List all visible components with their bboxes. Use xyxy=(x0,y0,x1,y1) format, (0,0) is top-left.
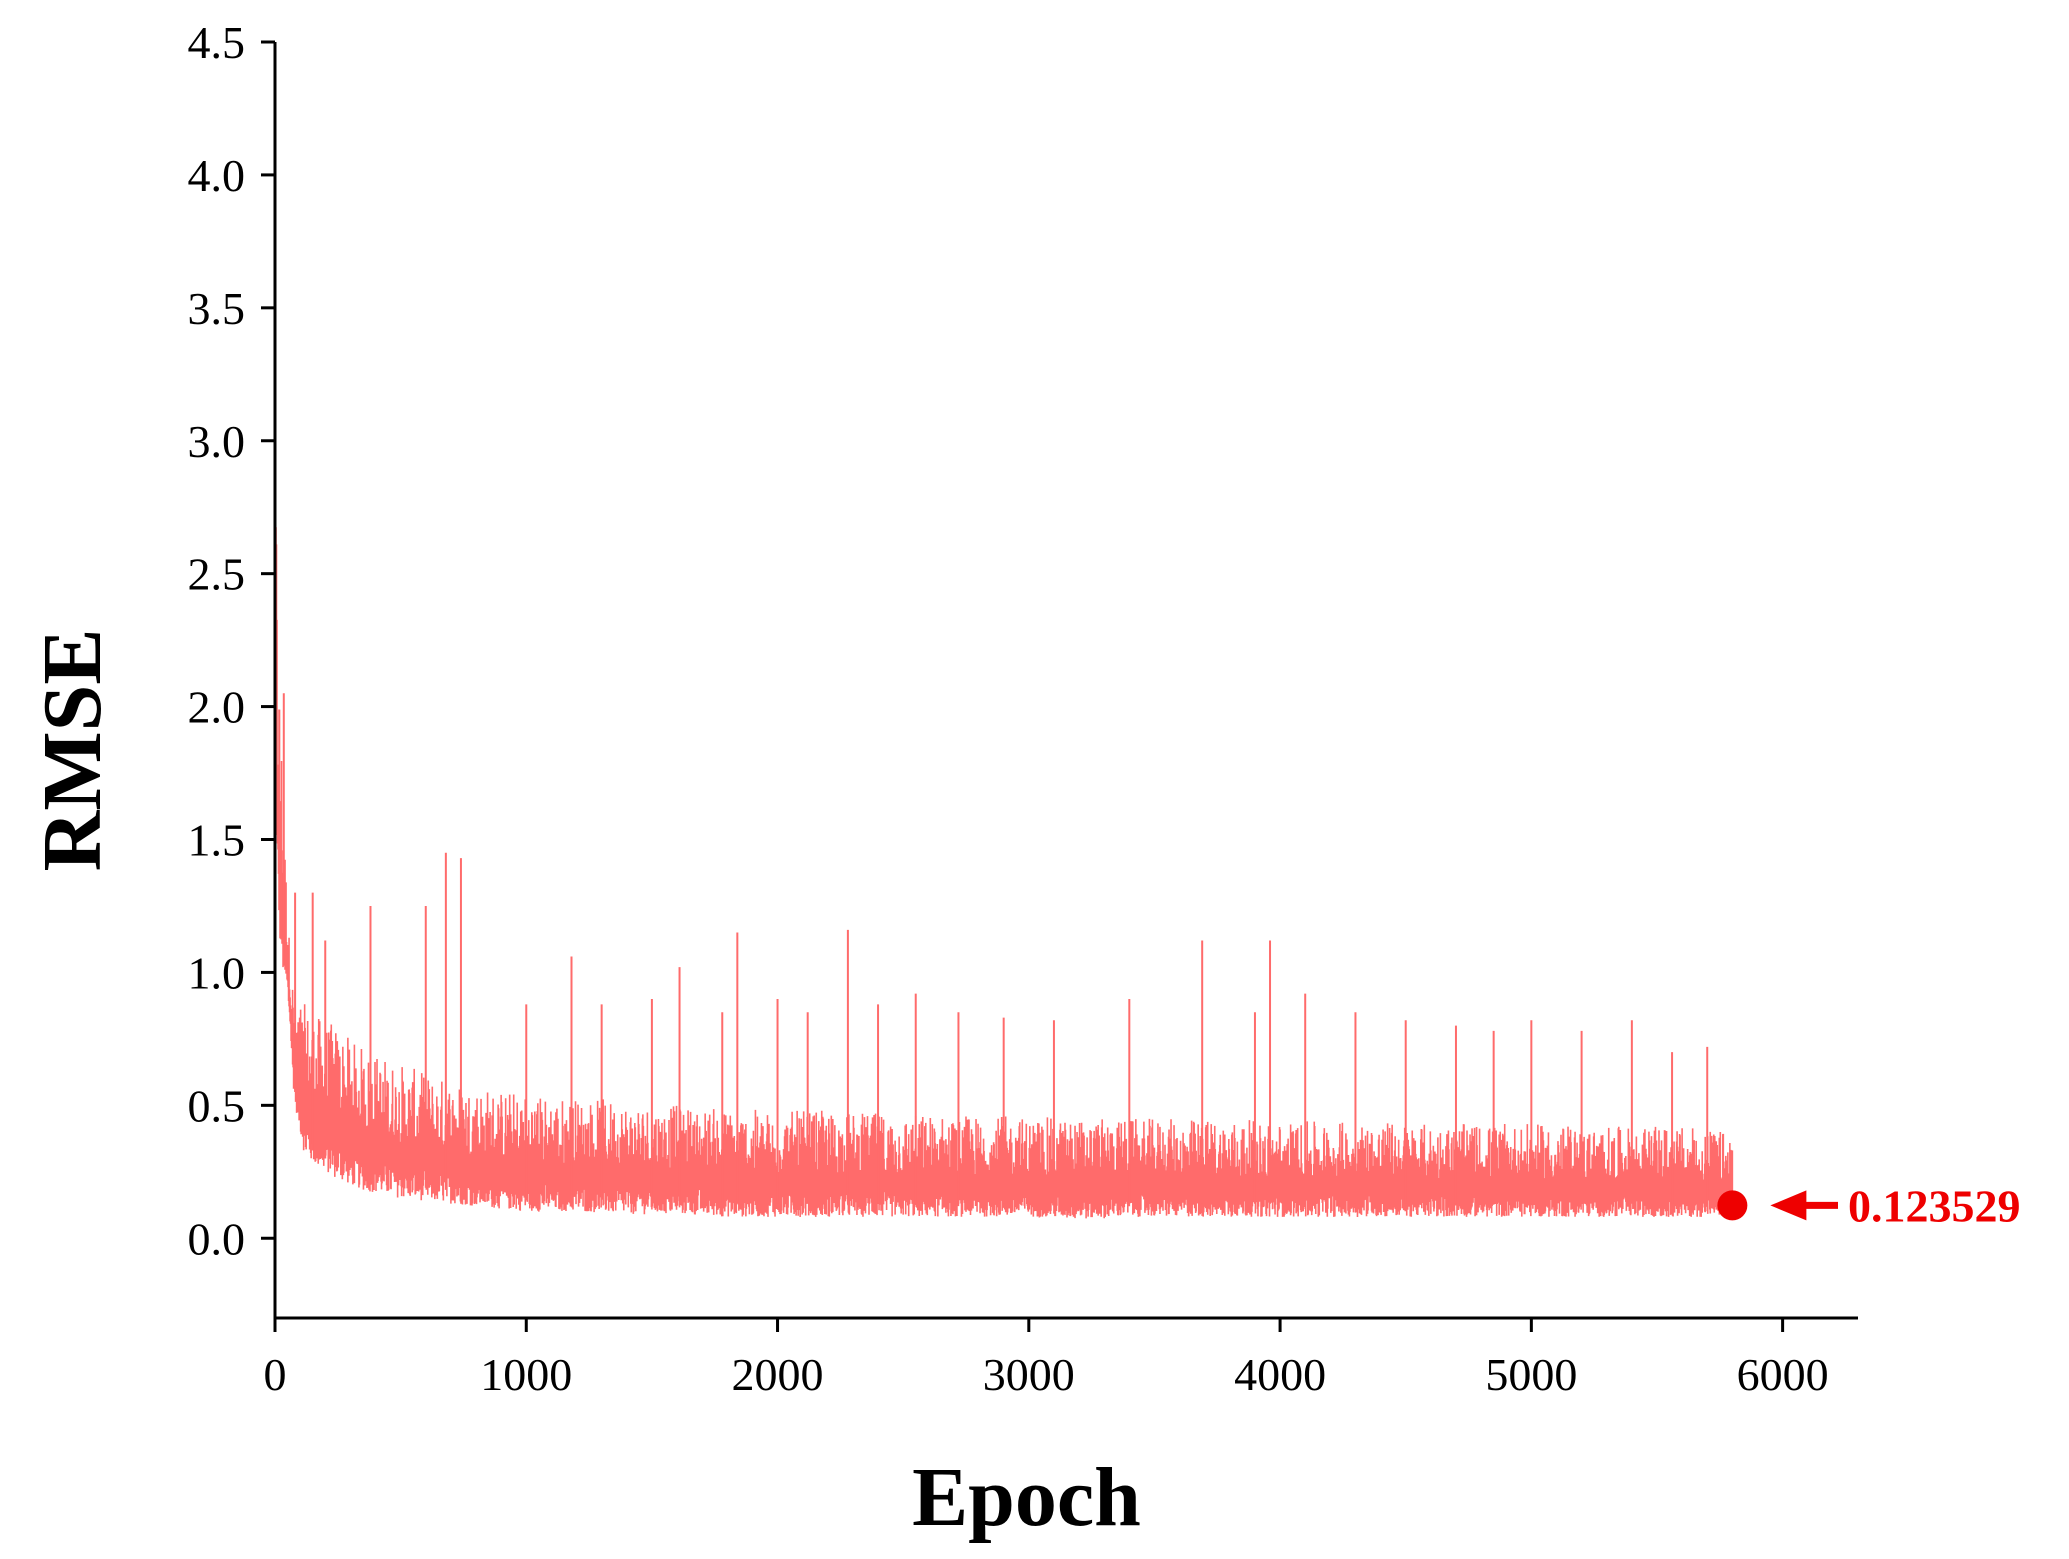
x-tick-label: 0 xyxy=(264,1349,287,1400)
ticks: 0.0 0.5 1.0 1.5 2.0 2.5 3.0 3.5 4.0 4.5 0 1000 2000 3… xyxy=(188,17,1829,1400)
y-tick-label: 3.5 xyxy=(188,283,246,334)
y-axis-title: RMSE xyxy=(26,629,119,872)
y-tick-label: 4.0 xyxy=(188,150,246,201)
y-tick-label: 3.0 xyxy=(188,416,246,467)
y-tick-label: 4.5 xyxy=(188,17,246,68)
y-tick-label: 2.5 xyxy=(188,549,246,600)
annotation-group: 0.123529 xyxy=(1717,1180,2021,1231)
x-tick-label: 6000 xyxy=(1737,1349,1829,1400)
x-tick-label: 5000 xyxy=(1485,1349,1577,1400)
axes xyxy=(273,42,1858,1320)
x-tick-label: 4000 xyxy=(1234,1349,1326,1400)
x-tick-label: 1000 xyxy=(480,1349,572,1400)
y-tick-label: 0.5 xyxy=(188,1080,246,1131)
plot-area xyxy=(274,246,1734,1219)
x-tick-label: 2000 xyxy=(732,1349,824,1400)
y-tick-label: 1.0 xyxy=(188,947,246,998)
arrow-left-icon xyxy=(1770,1190,1807,1221)
x-tick-label: 3000 xyxy=(983,1349,1075,1400)
final-value-label: 0.123529 xyxy=(1848,1180,2021,1231)
y-tick-label: 1.5 xyxy=(188,815,246,866)
y-tick-label: 0.0 xyxy=(188,1213,246,1264)
final-value-marker xyxy=(1717,1190,1748,1221)
x-axis-title: Epoch xyxy=(912,1451,1141,1544)
y-tick-label: 2.0 xyxy=(188,682,246,733)
